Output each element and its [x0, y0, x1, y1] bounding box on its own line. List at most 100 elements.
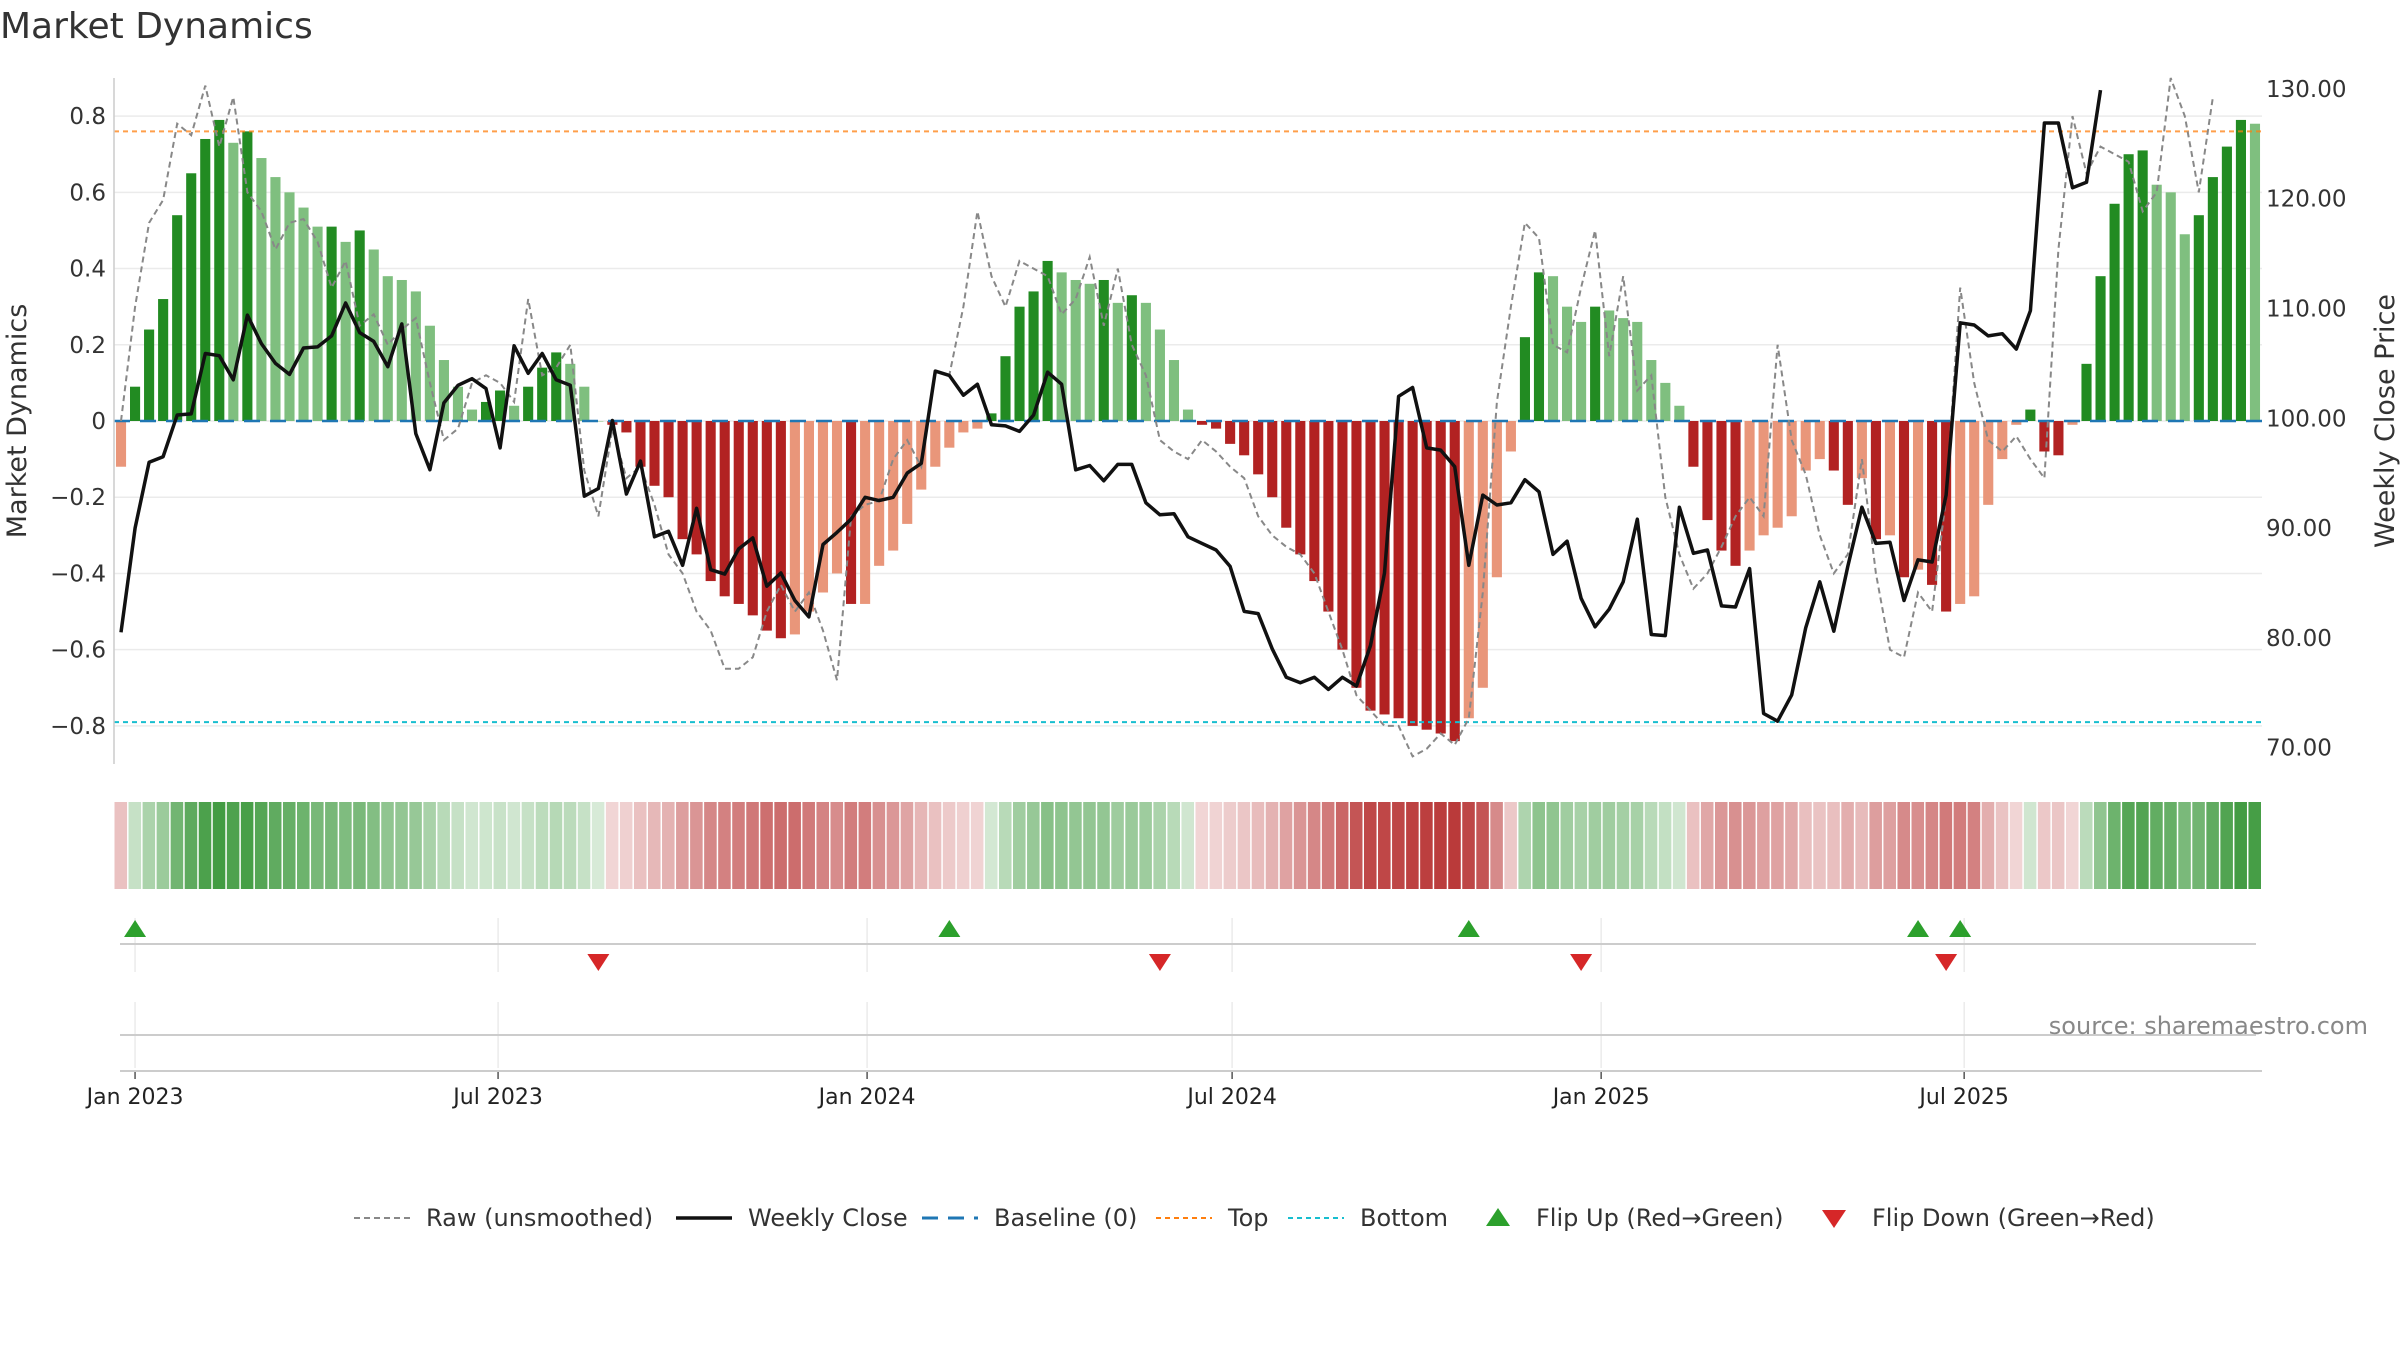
regime-strip-cell	[1504, 802, 1517, 889]
dynamics-bar	[1323, 421, 1334, 612]
flip-down-marker	[1570, 954, 1593, 971]
regime-strip-cell	[956, 802, 970, 889]
close-line-layer	[119, 89, 2103, 723]
regime-strip-cell	[381, 802, 394, 889]
regime-strip-cell	[619, 802, 633, 889]
dynamics-bar	[452, 386, 464, 421]
dynamics-bar	[986, 413, 997, 421]
bottom-panel: Jan 2023 Jul 2023 Jan 2024 Jul 2024 Jan 2025…	[85, 1002, 2262, 1110]
dynamics-bar	[1168, 360, 1180, 421]
dynamics-bar	[326, 226, 337, 421]
dynamics-bar	[242, 131, 253, 421]
regime-strip-cell	[605, 802, 619, 889]
dynamics-bar	[1716, 421, 1727, 551]
regime-strip-cell	[1406, 802, 1419, 889]
dynamics-bar	[775, 421, 786, 639]
regime-strip-cell	[760, 802, 773, 889]
flip-up-marker	[1907, 920, 1930, 937]
regime-strip-cell	[1153, 802, 1166, 889]
dynamics-bar	[2123, 154, 2134, 421]
dynamics-bar	[1281, 421, 1292, 528]
dynamics-bar	[424, 325, 435, 421]
regime-strip-cell	[844, 802, 858, 889]
regime-strip-cell	[1490, 802, 1503, 889]
regime-strip-cell	[1027, 802, 1040, 889]
dynamics-bar	[831, 421, 843, 574]
regime-strip-cell	[900, 802, 914, 889]
dynamics-bar	[1519, 337, 1530, 421]
dynamics-bar	[438, 360, 449, 421]
dynamics-bar	[803, 421, 814, 612]
regime-strip-cell	[984, 802, 998, 889]
dynamics-bar	[1772, 421, 1783, 528]
regime-strip-cell	[367, 802, 380, 889]
grid-layer	[114, 115, 2262, 727]
regime-strip-cell	[2206, 802, 2219, 889]
dynamics-bar	[1084, 283, 1095, 421]
regime-strip-cell	[2234, 802, 2247, 889]
regime-strip-cell	[1560, 802, 1574, 889]
y-tick-label: −0.4	[50, 561, 106, 587]
dynamics-bar	[2207, 177, 2218, 421]
regime-strip-cell	[1813, 802, 1826, 889]
regime-strip-cell	[1841, 802, 1854, 889]
regime-strip-cell	[353, 802, 366, 889]
dynamics-bar	[1632, 321, 1643, 421]
regime-strip-cell	[1714, 802, 1728, 889]
regime-strip-cell	[156, 802, 170, 889]
regime-strip-cell	[339, 802, 352, 889]
regime-strip-cell	[451, 802, 464, 889]
dynamics-bar	[270, 177, 281, 421]
y2-tick-label: 100.00	[2266, 406, 2346, 432]
regime-strip-cell	[1167, 802, 1180, 889]
dynamics-bar	[1309, 421, 1320, 582]
regime-strip-cell	[226, 802, 240, 889]
regime-strip-cell	[914, 802, 928, 889]
regime-strip-cell	[1041, 802, 1054, 889]
regime-strip-cell	[1223, 802, 1237, 889]
dynamics-bar	[312, 226, 323, 421]
dynamics-bar	[1491, 421, 1502, 578]
regime-strip-cell	[1111, 802, 1124, 889]
regime-strip-cell	[549, 802, 563, 889]
dynamics-bar	[1337, 421, 1348, 650]
dynamics-bar	[1590, 306, 1601, 421]
dynamics-bar	[1196, 421, 1208, 425]
flip-down-marker	[1935, 954, 1958, 971]
dynamics-bar	[1070, 279, 1081, 421]
regime-strip-cell	[1883, 802, 1896, 889]
regime-strip-cell	[1462, 802, 1475, 889]
dynamics-bar	[593, 421, 604, 422]
regime-strip-cell	[2108, 802, 2121, 889]
regime-strip-cell	[1897, 802, 1911, 889]
flip-up-marker	[124, 920, 147, 937]
legend-baseline-label: Baseline (0)	[994, 1204, 1137, 1232]
regime-strip-cell	[1265, 802, 1279, 889]
regime-strip-cell	[1574, 802, 1588, 889]
dynamics-bar	[635, 421, 646, 467]
regime-strip-cell	[1700, 802, 1714, 889]
legend-top: Top	[1156, 1204, 1269, 1232]
dynamics-bar	[1098, 279, 1109, 421]
regime-strip-cell	[1729, 802, 1742, 889]
regime-strip-cell	[240, 802, 254, 889]
dynamics-bar	[1744, 421, 1755, 551]
dynamics-bar	[1660, 382, 1671, 421]
regime-strip-cell	[1293, 802, 1307, 889]
regime-strip-cell	[690, 802, 703, 889]
dynamics-bar	[1828, 421, 1839, 471]
dynamics-bar	[1688, 421, 1699, 467]
legend-flip-up-label: Flip Up (Red→Green)	[1536, 1204, 1784, 1232]
dynamics-bar	[509, 405, 520, 421]
dynamics-bar	[1000, 356, 1011, 421]
dynamics-bar	[860, 421, 871, 604]
regime-strip-cell	[662, 802, 675, 889]
legend-baseline: Baseline (0)	[922, 1204, 1137, 1232]
dynamics-bar	[130, 386, 141, 421]
regime-strip-cell	[591, 802, 605, 889]
y2-tick-label: 130.00	[2266, 77, 2346, 103]
regime-strip-cell	[1251, 802, 1265, 889]
dynamics-bar	[1407, 421, 1418, 726]
regime-strip-cell	[2136, 802, 2149, 889]
dynamics-bar	[1955, 421, 1966, 604]
